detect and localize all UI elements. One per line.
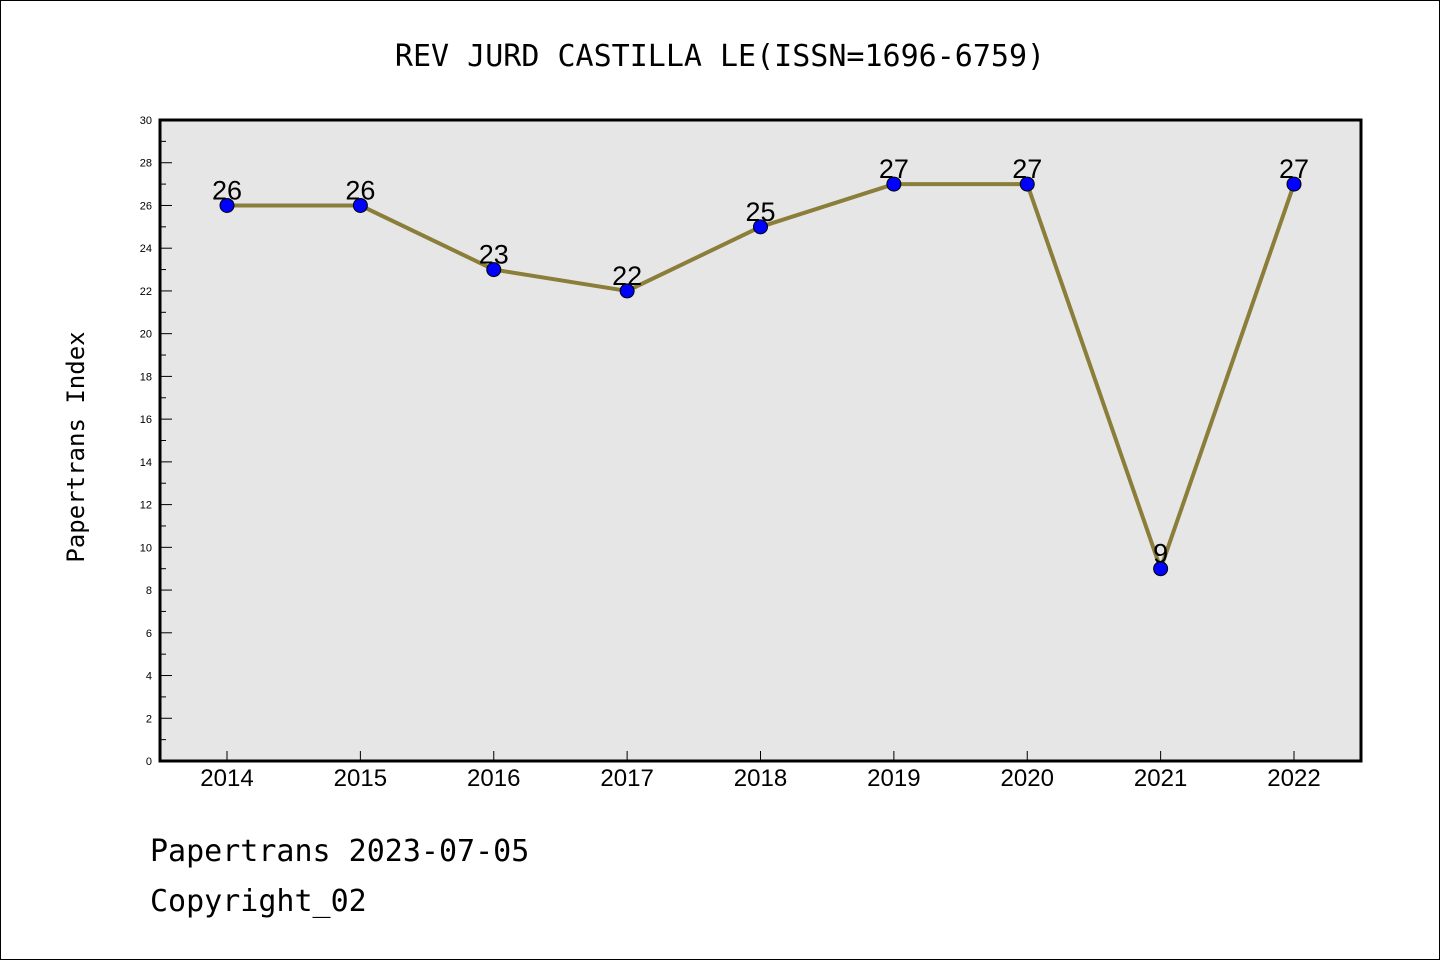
x-tick-label: 2022 — [1267, 765, 1320, 792]
y-tick-label: 8 — [146, 585, 152, 597]
data-label: 27 — [1012, 154, 1042, 184]
data-label: 22 — [612, 261, 642, 291]
data-labels: 26 26 23 22 25 27 27 9 27 — [212, 154, 1309, 569]
y-tick-label: 20 — [140, 329, 152, 341]
x-tick-label: 2017 — [600, 765, 653, 792]
x-tick-label: 2020 — [1001, 765, 1054, 792]
data-label: 9 — [1153, 539, 1168, 569]
data-point — [486, 262, 502, 278]
y-tick-label: 12 — [140, 500, 152, 512]
data-label: 27 — [1279, 154, 1309, 184]
y-tick-label: 30 — [140, 115, 152, 127]
y-tick-label: 28 — [140, 158, 152, 170]
y-tick-label: 6 — [146, 628, 152, 640]
x-tick-label: 2014 — [200, 765, 253, 792]
x-tick-label: 2021 — [1134, 765, 1187, 792]
y-tick-label: 0 — [146, 756, 152, 768]
series-group — [219, 176, 1302, 577]
chart-title: REV JURD CASTILLA LE(ISSN=1696-6759) — [395, 39, 1045, 74]
y-tick-label: 16 — [140, 414, 152, 426]
y-axis-label: Papertrans Index — [62, 331, 90, 562]
y-tick-label: 14 — [140, 457, 152, 469]
y-tick-label: 10 — [140, 542, 152, 554]
x-tick-label: 2015 — [334, 765, 387, 792]
data-label: 27 — [879, 154, 909, 184]
x-axis: 2014 2015 2016 2017 2018 2019 2020 2021 2022 — [200, 751, 1321, 792]
data-label: 25 — [745, 197, 775, 227]
y-tick-label: 22 — [140, 286, 152, 298]
footer-date: Papertrans 2023-07-05 — [150, 834, 530, 869]
data-point — [753, 219, 768, 235]
data-point — [1019, 176, 1035, 192]
y-tick-label: 2 — [146, 713, 152, 725]
data-label: 26 — [212, 175, 242, 205]
data-point — [352, 197, 368, 213]
data-label: 23 — [479, 240, 509, 270]
y-tick-label: 4 — [146, 671, 152, 683]
y-tick-label: 26 — [140, 200, 152, 212]
data-point — [619, 283, 635, 299]
y-tick-label: 18 — [140, 371, 152, 383]
footer-copyright: Copyright_02 — [150, 884, 367, 919]
data-point — [886, 176, 902, 192]
y-tick-label: 24 — [140, 243, 152, 255]
data-point — [1286, 176, 1302, 192]
x-tick-label: 2016 — [467, 765, 520, 792]
data-point — [1153, 561, 1169, 577]
x-tick-label: 2018 — [734, 765, 787, 792]
x-tick-label: 2019 — [867, 765, 920, 792]
data-label: 26 — [345, 175, 375, 205]
data-point — [219, 197, 235, 213]
